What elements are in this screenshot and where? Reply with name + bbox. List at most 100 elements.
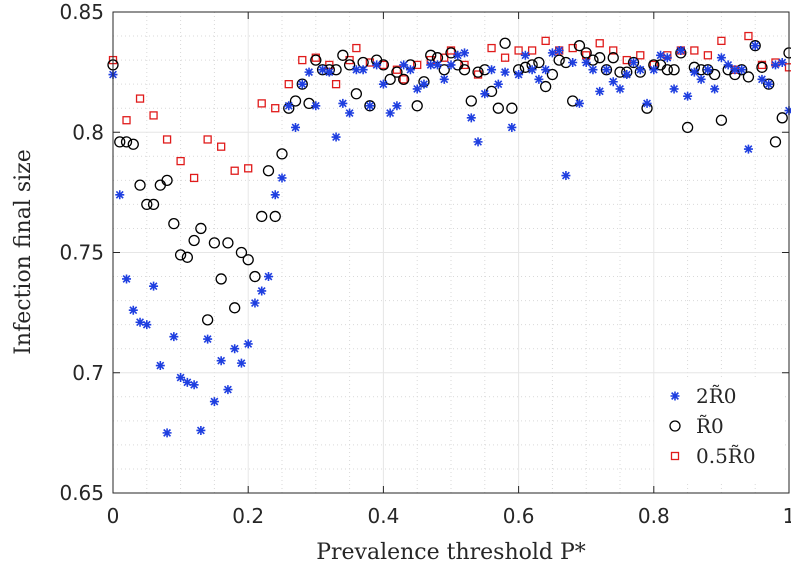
data-point-asterisk — [129, 306, 138, 315]
data-point-asterisk — [534, 75, 543, 84]
data-point-asterisk — [751, 41, 760, 50]
data-point-asterisk — [284, 101, 293, 110]
legend-label: 2R̃0 — [696, 384, 737, 408]
data-point-asterisk — [345, 109, 354, 118]
y-axis-label: Infection final size — [11, 149, 36, 355]
data-point-asterisk — [575, 99, 584, 108]
data-point-asterisk — [332, 133, 341, 142]
data-point-asterisk — [419, 80, 428, 89]
data-point-asterisk — [595, 87, 604, 96]
x-tick-label: 0.6 — [503, 504, 535, 528]
data-point-asterisk — [690, 68, 699, 77]
data-point-asterisk — [636, 65, 645, 74]
data-point-asterisk — [217, 356, 226, 365]
data-point-asterisk — [399, 60, 408, 69]
data-point-asterisk — [440, 75, 449, 84]
data-point-asterisk — [514, 70, 523, 79]
data-point-asterisk — [223, 385, 232, 394]
data-point-asterisk — [582, 58, 591, 67]
x-tick-label: 0.4 — [367, 504, 399, 528]
data-point-asterisk — [244, 339, 253, 348]
data-point-asterisk — [670, 84, 679, 93]
data-point-asterisk — [737, 65, 746, 74]
data-point-asterisk — [528, 65, 537, 74]
data-point-asterisk — [717, 53, 726, 62]
data-point-asterisk — [433, 60, 442, 69]
data-point-asterisk — [757, 75, 766, 84]
y-tick-label: 0.75 — [59, 241, 104, 265]
data-point-asterisk — [156, 361, 165, 370]
y-tick-label: 0.7 — [72, 361, 104, 385]
x-tick-label: 1 — [783, 504, 791, 528]
data-point-asterisk — [676, 46, 685, 55]
data-point-asterisk — [338, 99, 347, 108]
data-point-asterisk — [697, 75, 706, 84]
y-tick-label: 0.85 — [59, 0, 104, 24]
data-point-asterisk — [379, 80, 388, 89]
data-point-asterisk — [602, 65, 611, 74]
data-point-asterisk — [710, 84, 719, 93]
legend-label: 0.5R̃0 — [696, 444, 756, 468]
data-point-asterisk — [176, 373, 185, 382]
data-point-asterisk — [561, 171, 570, 180]
data-point-asterisk — [703, 65, 712, 74]
data-point-asterisk — [278, 173, 287, 182]
data-point-asterisk — [568, 58, 577, 67]
data-point-asterisk — [474, 137, 483, 146]
data-point-asterisk — [521, 51, 530, 60]
data-point-asterisk — [365, 101, 374, 110]
data-point-asterisk — [406, 65, 415, 74]
data-point-asterisk — [271, 190, 280, 199]
data-point-asterisk — [237, 359, 246, 368]
data-point-asterisk — [392, 101, 401, 110]
data-point-asterisk — [190, 380, 199, 389]
data-point-asterisk — [298, 80, 307, 89]
data-point-asterisk — [501, 68, 510, 77]
legend-marker-asterisk — [671, 392, 680, 401]
data-point-asterisk — [257, 286, 266, 295]
data-point-asterisk — [325, 68, 334, 77]
data-point-asterisk — [163, 428, 172, 437]
data-point-asterisk — [122, 274, 131, 283]
data-point-asterisk — [683, 92, 692, 101]
data-point-asterisk — [649, 65, 658, 74]
data-point-asterisk — [467, 113, 476, 122]
data-point-asterisk — [447, 60, 456, 69]
x-tick-label: 0.2 — [232, 504, 264, 528]
y-tick-label: 0.8 — [72, 120, 104, 144]
legend-label: R̃0 — [696, 414, 724, 438]
data-point-asterisk — [487, 65, 496, 74]
data-point-asterisk — [203, 335, 212, 344]
data-point-asterisk — [386, 109, 395, 118]
data-point-asterisk — [724, 60, 733, 69]
data-point-asterisk — [609, 77, 618, 86]
data-point-asterisk — [460, 48, 469, 57]
data-point-asterisk — [778, 58, 787, 67]
data-point-asterisk — [210, 397, 219, 406]
data-point-asterisk — [413, 84, 422, 93]
data-point-asterisk — [291, 123, 300, 132]
data-point-asterisk — [616, 84, 625, 93]
y-tick-label: 0.65 — [59, 481, 104, 505]
x-axis-label: Prevalence threshold P* — [316, 540, 586, 565]
data-point-asterisk — [311, 101, 320, 110]
data-point-asterisk — [541, 65, 550, 74]
data-point-asterisk — [305, 68, 314, 77]
data-point-asterisk — [507, 123, 516, 132]
data-point-asterisk — [196, 426, 205, 435]
x-tick-label: 0.8 — [638, 504, 670, 528]
data-point-asterisk — [230, 344, 239, 353]
data-point-asterisk — [494, 80, 503, 89]
data-point-asterisk — [643, 99, 652, 108]
data-point-asterisk — [359, 65, 368, 74]
data-point-asterisk — [264, 272, 273, 281]
data-point-asterisk — [663, 53, 672, 62]
data-point-asterisk — [555, 46, 564, 55]
data-point-asterisk — [142, 320, 151, 329]
data-point-asterisk — [250, 299, 259, 308]
data-point-asterisk — [149, 282, 158, 291]
data-point-asterisk — [588, 65, 597, 74]
data-point-asterisk — [115, 190, 124, 199]
